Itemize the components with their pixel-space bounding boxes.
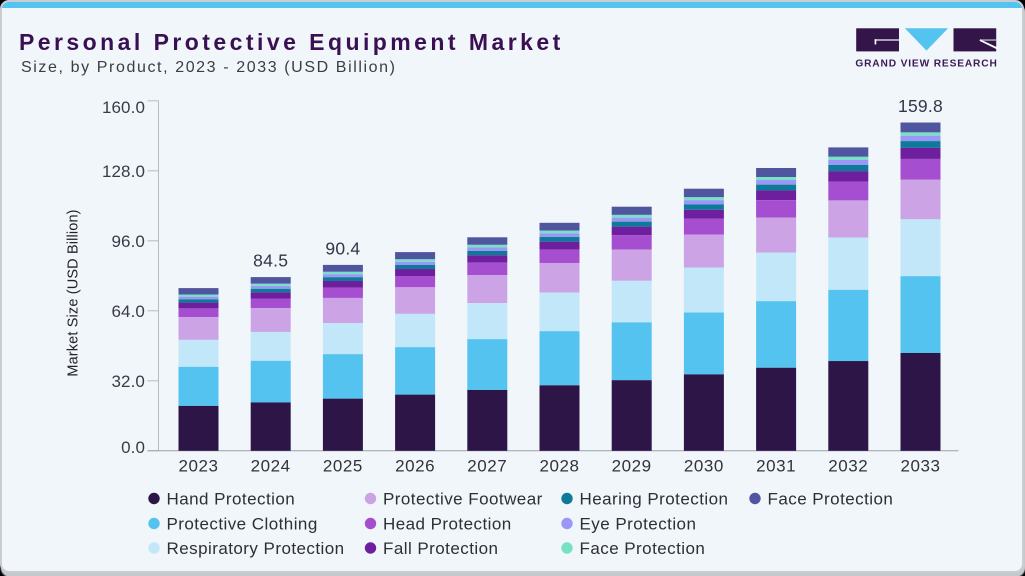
- svg-text:84.5: 84.5: [253, 251, 288, 271]
- svg-text:32.0: 32.0: [112, 372, 146, 391]
- svg-text:Fall Protection: Fall Protection: [383, 539, 498, 558]
- svg-text:2029: 2029: [612, 457, 652, 476]
- svg-text:2026: 2026: [395, 457, 435, 476]
- svg-text:Face Protection: Face Protection: [768, 490, 894, 509]
- svg-text:2030: 2030: [684, 457, 724, 476]
- svg-text:Hearing Protection: Hearing Protection: [580, 490, 729, 509]
- svg-text:128.0: 128.0: [102, 162, 145, 181]
- svg-text:159.8: 159.8: [898, 96, 943, 116]
- svg-text:160.0: 160.0: [102, 98, 145, 117]
- svg-text:2033: 2033: [900, 457, 940, 476]
- svg-text:Market Size (USD Billion): Market Size (USD Billion): [66, 209, 82, 376]
- svg-text:Protective Clothing: Protective Clothing: [167, 515, 318, 534]
- svg-text:2031: 2031: [756, 457, 796, 476]
- svg-text:2025: 2025: [323, 457, 363, 476]
- svg-text:Hand Protection: Hand Protection: [167, 490, 296, 509]
- svg-text:Head Protection: Head Protection: [383, 515, 512, 534]
- svg-text:2027: 2027: [467, 457, 507, 476]
- svg-text:Protective Footwear: Protective Footwear: [383, 490, 543, 509]
- svg-text:2032: 2032: [828, 457, 868, 476]
- svg-text:2028: 2028: [539, 457, 579, 476]
- svg-text:90.4: 90.4: [325, 238, 360, 258]
- svg-text:Respiratory Protection: Respiratory Protection: [167, 539, 345, 558]
- svg-text:Face Protection: Face Protection: [580, 539, 706, 558]
- svg-text:GRAND VIEW RESEARCH: GRAND VIEW RESEARCH: [855, 59, 997, 70]
- svg-text:96.0: 96.0: [112, 232, 146, 251]
- svg-text:2023: 2023: [178, 457, 218, 476]
- svg-text:64.0: 64.0: [112, 302, 146, 321]
- svg-text:Eye Protection: Eye Protection: [580, 515, 697, 534]
- svg-text:2024: 2024: [251, 457, 291, 476]
- svg-text:0.0: 0.0: [121, 438, 145, 457]
